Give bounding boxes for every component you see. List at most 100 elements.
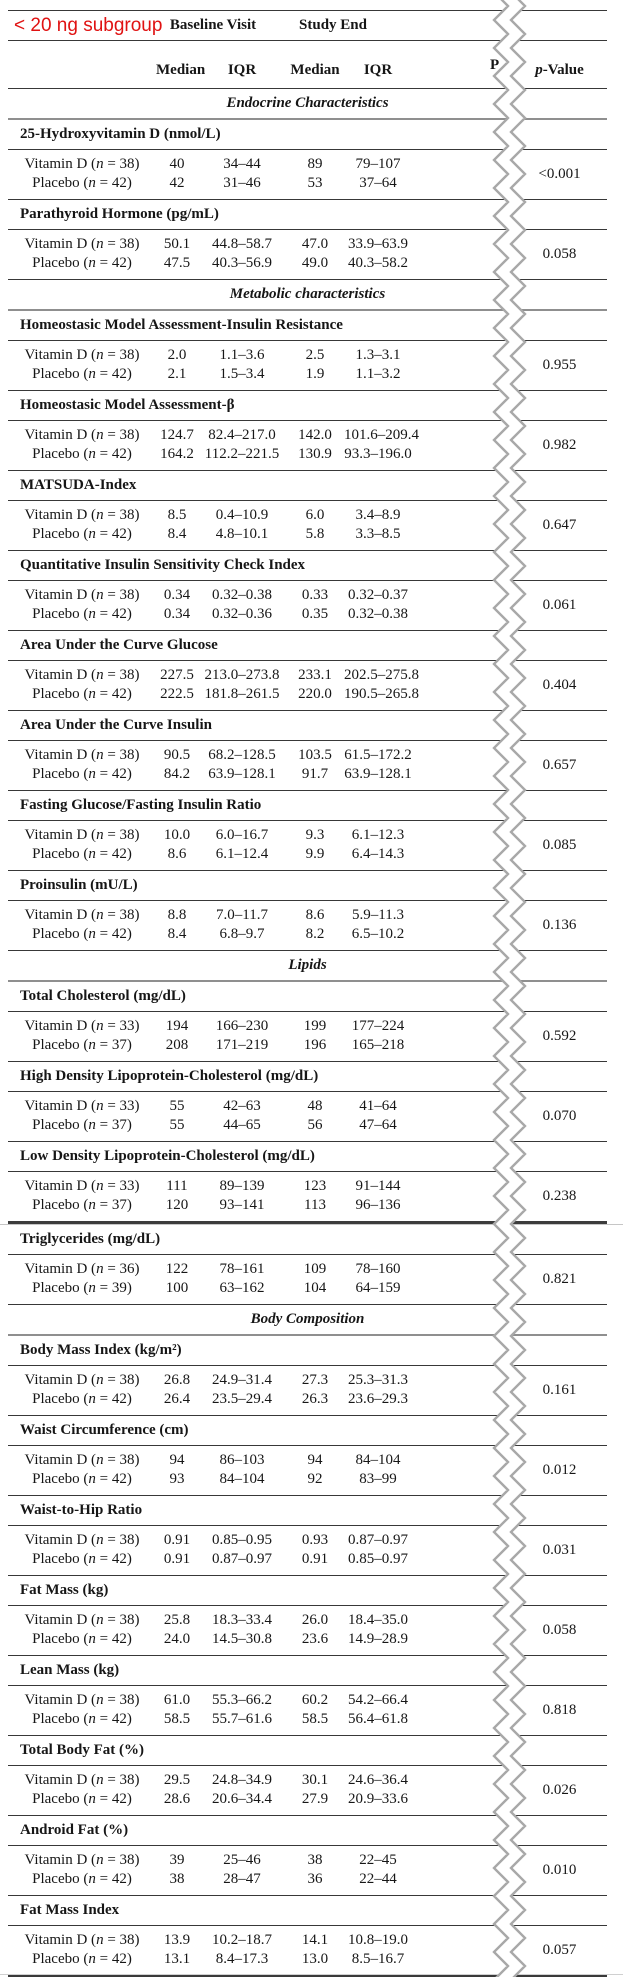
table-row: Vitamin D (n = 38) 0.34 0.32–0.38 0.33 0… (8, 586, 607, 605)
end-median-cell: 38 (307, 1852, 323, 1868)
table-row: Placebo (n = 37) 55 44–65 56 47–64 (8, 1116, 607, 1135)
p-value-cell: 0.161 (542, 1382, 577, 1398)
category-band-label: Metabolic characteristics (229, 286, 386, 302)
group-label: Vitamin D (n = 38) (24, 1612, 140, 1628)
end-median-cell: 13.0 (301, 1951, 329, 1967)
table-row: Vitamin D (n = 33) 194 166–230 199 177–2… (8, 1017, 607, 1036)
table-row: Placebo (n = 39) 100 63–162 104 64–159 (8, 1279, 607, 1298)
baseline-median-cell: 194 (165, 1018, 189, 1034)
table-row: Vitamin D (n = 38) 94 86–103 94 84–104 (8, 1451, 607, 1470)
category-band-label: Body Composition (250, 1311, 365, 1327)
baseline-iqr-cell: 68.2–128.5 (208, 747, 276, 763)
end-iqr-cell: 10.8–19.0 (348, 1932, 408, 1948)
baseline-median-header: Median (156, 62, 206, 78)
table-row: Vitamin D (n = 38) 0.91 0.85–0.95 0.93 0… (8, 1531, 607, 1550)
measure-data-block: Vitamin D (n = 38) 0.34 0.32–0.38 0.33 0… (8, 581, 607, 631)
measure-title: Homeostasic Model Assessment-β (8, 391, 607, 421)
end-iqr-cell: 25.3–31.3 (348, 1372, 408, 1388)
measure-title: Area Under the Curve Glucose (8, 631, 607, 661)
table-row: Vitamin D (n = 38) 2.0 1.1–3.6 2.5 1.3–3… (8, 346, 607, 365)
p-value-cell: 0.136 (542, 917, 577, 933)
baseline-iqr-cell: 44.8–58.7 (212, 236, 272, 252)
group-label: Placebo (n = 37) (32, 1197, 132, 1213)
baseline-iqr-cell: 93–141 (219, 1197, 265, 1213)
baseline-iqr-cell: 25–46 (223, 1852, 261, 1868)
baseline-median-cell: 50.1 (163, 236, 191, 252)
table-row: Vitamin D (n = 38) 26.8 24.9–31.4 27.3 2… (8, 1371, 607, 1390)
measure-data-block: Vitamin D (n = 38) 40 34–44 89 79–107 Pl… (8, 150, 607, 200)
baseline-median-cell: 90.5 (163, 747, 191, 763)
table-row: Vitamin D (n = 38) 227.5 213.0–273.8 233… (8, 666, 607, 685)
baseline-iqr-cell: 24.8–34.9 (212, 1772, 272, 1788)
measure-section: Fat Mass Index Vitamin D (n = 38) 13.9 1… (8, 1896, 607, 1977)
measure-rows: Vitamin D (n = 38) 25.8 18.3–33.4 26.0 1… (8, 1611, 607, 1649)
baseline-iqr-cell: 20.6–34.4 (212, 1791, 272, 1807)
baseline-median-cell: 0.34 (163, 587, 191, 603)
end-median-cell: 0.93 (301, 1532, 329, 1548)
group-label: Placebo (n = 42) (32, 175, 132, 191)
p-value-cell: 0.955 (542, 357, 577, 373)
end-iqr-cell: 96–136 (355, 1197, 401, 1213)
p-value-cell: 0.657 (542, 757, 577, 773)
measure-data-block: Vitamin D (n = 38) 39 25–46 38 22–45 Pla… (8, 1846, 607, 1896)
end-iqr-cell: 6.4–14.3 (351, 846, 405, 862)
measure-section: Low Density Lipoprotein-Cholesterol (mg/… (8, 1142, 607, 1221)
measure-rows: Vitamin D (n = 38) 124.7 82.4–217.0 142.… (8, 426, 607, 464)
baseline-iqr-cell: 28–47 (223, 1871, 261, 1887)
baseline-median-cell: 0.91 (163, 1532, 191, 1548)
table-row: Placebo (n = 42) 8.4 4.8–10.1 5.8 3.3–8.… (8, 525, 607, 544)
measure-data-block: Vitamin D (n = 38) 8.5 0.4–10.9 6.0 3.4–… (8, 501, 607, 551)
end-iqr-cell: 190.5–265.8 (344, 686, 419, 702)
baseline-median-cell: 39 (169, 1852, 185, 1868)
p-value-cell: 0.085 (542, 837, 577, 853)
p-value-cell: 0.057 (542, 1942, 577, 1958)
measure-title: Total Cholesterol (mg/dL) (8, 982, 607, 1012)
end-iqr-cell: 22–44 (359, 1871, 397, 1887)
baseline-iqr-cell: 166–230 (215, 1018, 269, 1034)
end-iqr-cell: 14.9–28.9 (348, 1631, 408, 1647)
measure-rows: Vitamin D (n = 38) 61.0 55.3–66.2 60.2 5… (8, 1691, 607, 1729)
end-median-cell: 1.9 (305, 366, 325, 382)
group-label: Placebo (n = 42) (32, 1631, 132, 1647)
table-row: Vitamin D (n = 38) 8.8 7.0–11.7 8.6 5.9–… (8, 906, 607, 925)
group-label: Vitamin D (n = 38) (24, 347, 140, 363)
end-median-cell: 9.3 (305, 827, 325, 843)
end-iqr-cell: 177–224 (351, 1018, 405, 1034)
table-row: Vitamin D (n = 38) 29.5 24.8–34.9 30.1 2… (8, 1771, 607, 1790)
table-row: Vitamin D (n = 38) 25.8 18.3–33.4 26.0 1… (8, 1611, 607, 1630)
baseline-median-cell: 28.6 (163, 1791, 191, 1807)
group-label: Placebo (n = 42) (32, 1551, 132, 1567)
baseline-median-cell: 42 (169, 175, 185, 191)
baseline-iqr-cell: 213.0–273.8 (204, 667, 280, 683)
table-header-row-1: < 20 ng subgroup Baseline Visit Study En… (8, 10, 607, 41)
group-label: Vitamin D (n = 38) (24, 747, 140, 763)
end-median-cell: 89 (307, 156, 323, 172)
baseline-median-cell: 8.5 (167, 507, 187, 523)
measure-section: Area Under the Curve Insulin Vitamin D (… (8, 711, 607, 791)
measure-rows: Vitamin D (n = 38) 90.5 68.2–128.5 103.5… (8, 746, 607, 784)
measure-title: MATSUDA-Index (8, 471, 607, 501)
measure-title: Android Fat (%) (8, 1816, 607, 1846)
baseline-median-cell: 8.8 (167, 907, 187, 923)
baseline-iqr-cell: 4.8–10.1 (215, 526, 269, 542)
end-iqr-cell: 0.85–0.97 (348, 1551, 408, 1567)
baseline-iqr-cell: 78–161 (219, 1261, 265, 1277)
end-iqr-cell: 33.9–63.9 (348, 236, 408, 252)
p-value-cell: 0.031 (542, 1542, 577, 1558)
baseline-iqr-cell: 112.2–221.5 (204, 446, 280, 462)
end-iqr-cell: 54.2–66.4 (348, 1692, 408, 1708)
baseline-visit-header: Baseline Visit (169, 17, 257, 33)
measure-data-block: Vitamin D (n = 38) 26.8 24.9–31.4 27.3 2… (8, 1366, 607, 1416)
baseline-iqr-cell: 55.7–61.6 (212, 1711, 272, 1727)
baseline-iqr-cell: 14.5–30.8 (212, 1631, 272, 1647)
baseline-iqr-cell: 0.87–0.97 (212, 1551, 272, 1567)
table-row: Vitamin D (n = 38) 13.9 10.2–18.7 14.1 1… (8, 1931, 607, 1950)
end-median-cell: 0.91 (301, 1551, 329, 1567)
table-row: Vitamin D (n = 38) 124.7 82.4–217.0 142.… (8, 426, 607, 445)
table-row: Placebo (n = 42) 84.2 63.9–128.1 91.7 63… (8, 765, 607, 784)
end-median-cell: 60.2 (301, 1692, 329, 1708)
subgroup-title: < 20 ng subgroup (14, 14, 163, 36)
measure-rows: Vitamin D (n = 38) 0.34 0.32–0.38 0.33 0… (8, 586, 607, 624)
measure-rows: Vitamin D (n = 38) 227.5 213.0–273.8 233… (8, 666, 607, 704)
end-iqr-cell: 3.4–8.9 (355, 507, 401, 523)
